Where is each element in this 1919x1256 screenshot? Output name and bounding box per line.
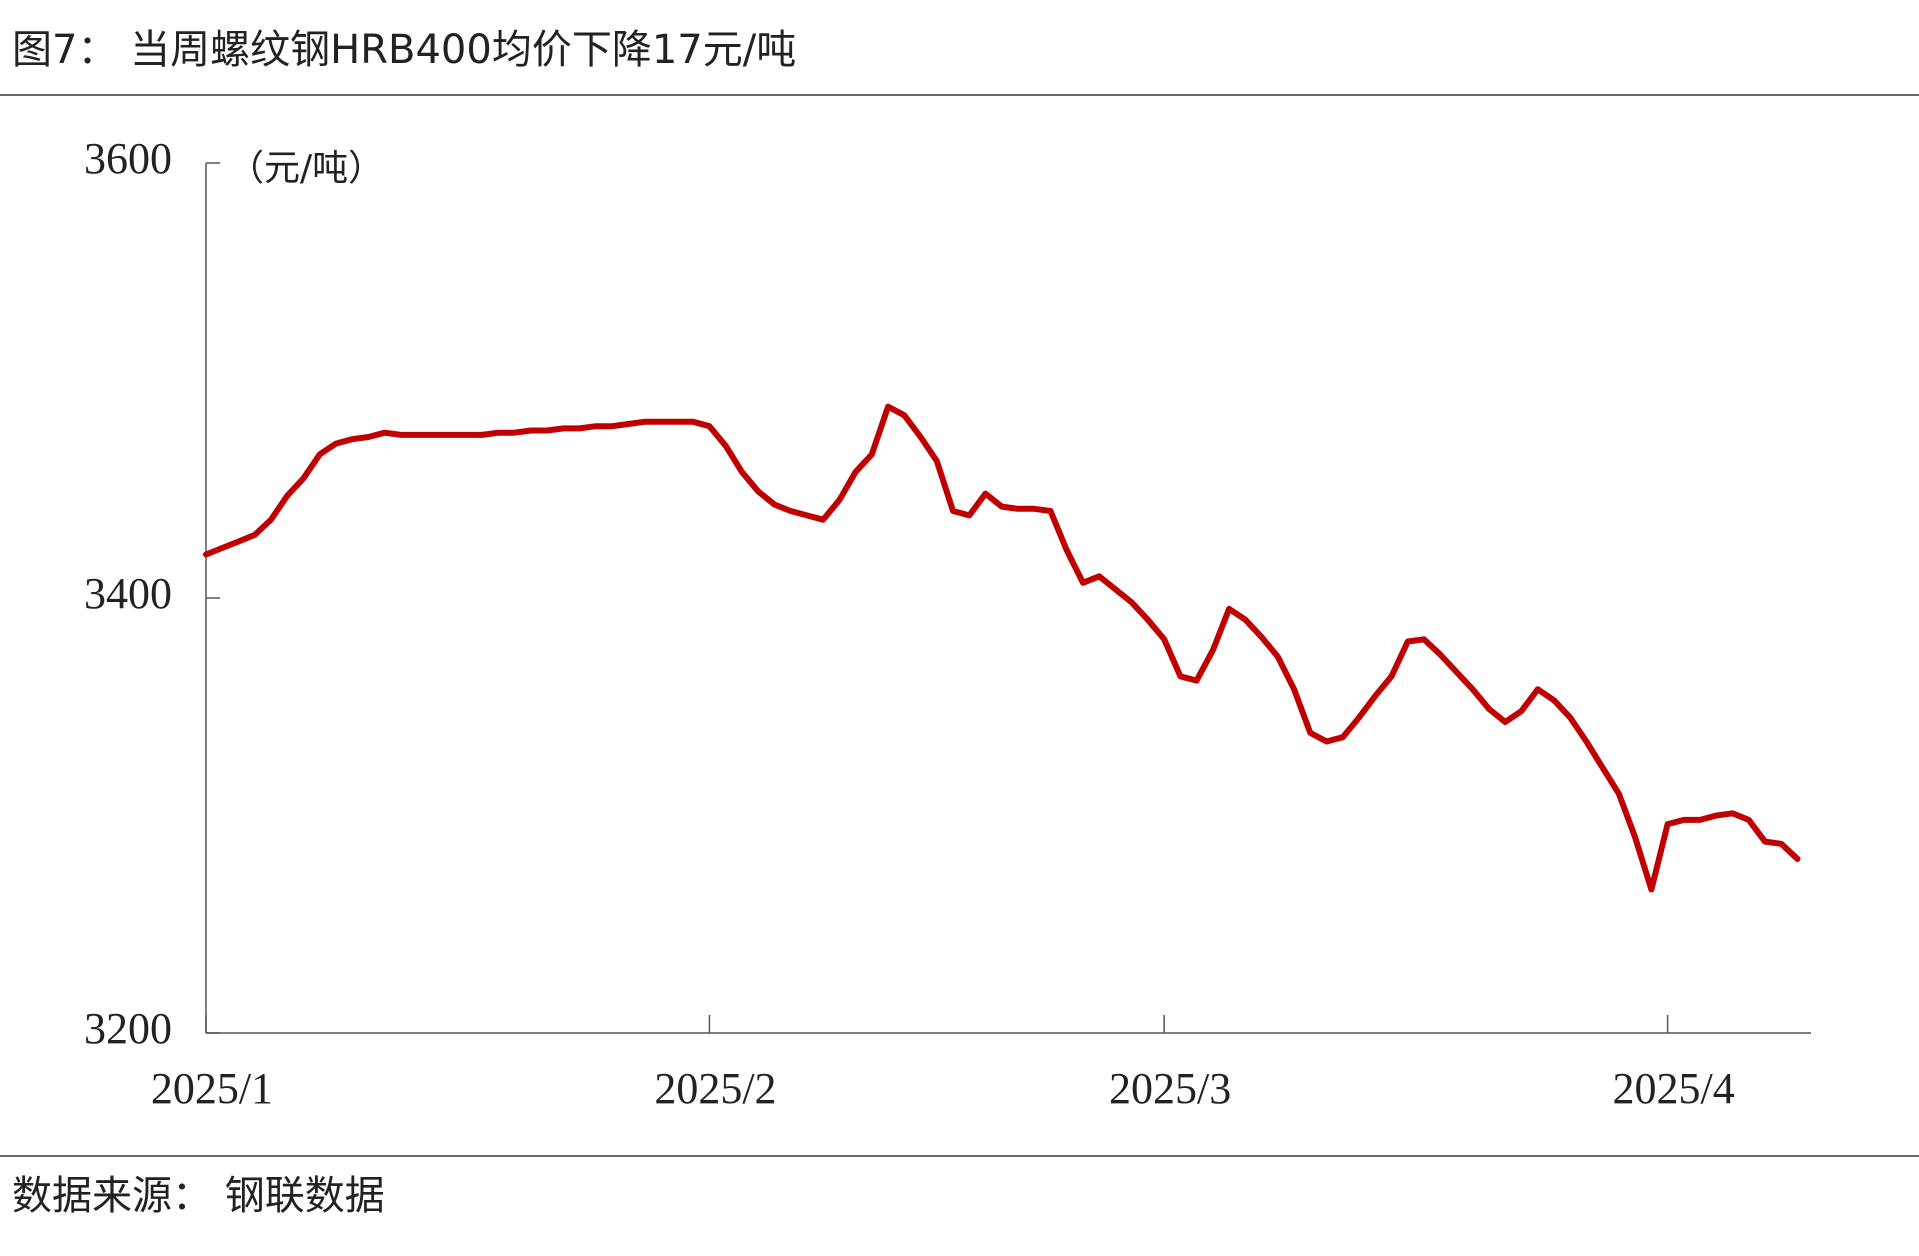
source-note: 数据来源： 钢联数据 (12, 1173, 385, 1219)
y-tick-label: 3600 (84, 134, 172, 183)
y-tick-label: 3200 (84, 1004, 172, 1053)
x-tick-label: 2025/2 (654, 1064, 776, 1113)
price-line (203, 403, 1801, 893)
x-tick-label: 2025/4 (1612, 1064, 1734, 1113)
x-tick-label: 2025/1 (151, 1064, 273, 1113)
x-tick-label: 2025/3 (1109, 1064, 1231, 1113)
y-axis-unit: （元/吨） (228, 148, 384, 189)
chart-title: 图7： 当周螺纹钢HRB400均价下降17元/吨 (12, 27, 796, 73)
y-tick-label: 3400 (84, 569, 172, 618)
